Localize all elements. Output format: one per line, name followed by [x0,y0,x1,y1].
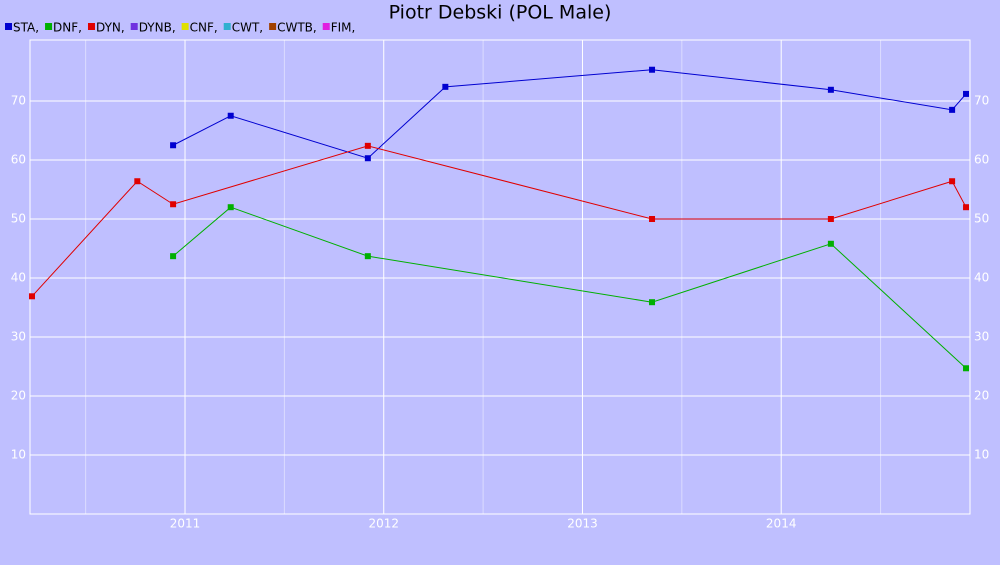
legend-swatch [181,23,189,30]
legend-label: CWT, [232,21,263,35]
point [227,112,234,119]
x-tick-label: 2012 [368,517,399,531]
y2-tick-label: 10 [974,448,989,462]
legend-label: FIM, [331,21,356,35]
point [134,178,141,185]
point [442,83,449,90]
legend-label: DYN, [96,21,125,35]
point [364,155,371,162]
legend-swatch [87,23,95,30]
y2-tick-label: 50 [974,212,989,226]
y-tick-label: 60 [11,153,26,167]
chart-title: Piotr Debski (POL Male) [389,2,612,24]
y-tick-label: 20 [11,389,26,403]
legend-swatch [45,23,53,30]
point [827,216,834,222]
point [170,253,177,260]
y-tick-label: 50 [11,212,26,226]
point [949,178,956,185]
series-line [172,206,967,369]
x-tick-label: 2011 [170,517,201,531]
point [827,86,834,93]
point [170,201,177,208]
y2-tick-label: 40 [974,271,989,285]
y-tick-label: 10 [11,448,26,462]
point [827,240,834,247]
x-tick-label: 2014 [766,517,797,531]
legend-label: CNF, [190,21,218,35]
y2-tick-label: 30 [974,330,989,344]
point [963,204,970,211]
y-tick-label: 30 [11,330,26,344]
series-line [31,145,967,297]
legend-swatch [5,23,12,30]
legend-label: STA, [13,21,39,35]
legend-swatch [322,23,330,30]
y-tick-label: 70 [11,94,26,108]
point [364,142,371,149]
point [963,365,970,372]
series-line [172,69,967,159]
point [170,142,177,149]
legend-swatch [130,23,138,30]
point [649,299,656,306]
legend-label: DNF, [53,21,82,35]
legend-swatch [223,23,231,30]
y-tick-label: 40 [11,271,26,285]
legend-label: DYNB, [139,21,176,35]
point [649,66,656,73]
point [364,253,371,260]
y2-tick-label: 70 [974,94,989,108]
plot-frame [29,39,971,515]
point [963,90,970,97]
y2-tick-label: 20 [974,389,989,403]
point [649,216,656,222]
legend-swatch [269,23,277,30]
y2-tick-label: 60 [974,153,989,167]
legend-label: CWTB, [277,21,317,35]
point [949,106,956,113]
point [227,204,234,211]
point [28,293,35,300]
x-tick-label: 2013 [567,517,598,531]
